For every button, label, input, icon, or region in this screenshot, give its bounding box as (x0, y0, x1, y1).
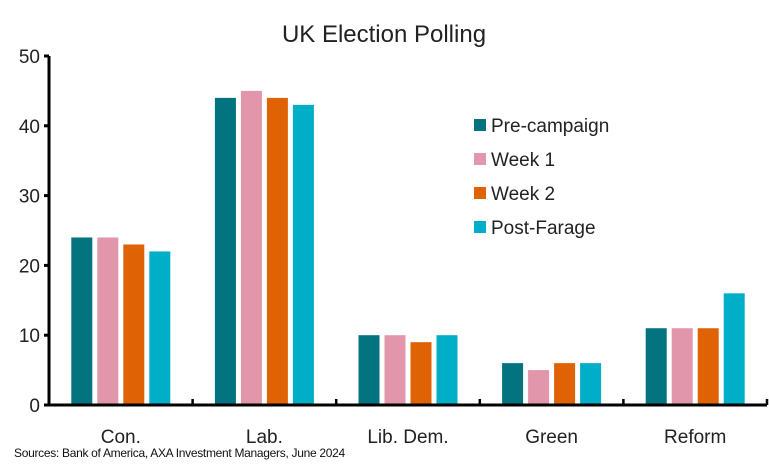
bar-week-2-lab (266, 97, 288, 404)
y-tick-label: 50 (19, 47, 40, 68)
bar-pre-campaign-reform (645, 328, 667, 404)
bar-week-1-green (528, 370, 550, 404)
y-tick-label: 30 (19, 187, 40, 208)
x-tick-label: Con. (101, 427, 141, 448)
bar-pre-campaign-green (502, 363, 524, 404)
legend-label: Post-Farage (491, 218, 596, 239)
bar-post-farage-reform (723, 293, 745, 404)
bar-week-1-reform (671, 328, 693, 404)
x-tick-label: Lab. (246, 427, 283, 448)
bar-post-farage-con (149, 251, 171, 404)
bar-post-farage-green (580, 363, 602, 404)
legend: Pre-campaign Week 1 Week 2 Post-Farage (474, 116, 609, 239)
bar-week-1-lab (240, 90, 262, 404)
bar-pre-campaign-con (71, 237, 93, 404)
bars (71, 90, 745, 404)
chart-title: UK Election Polling (282, 21, 486, 48)
x-tick-label: Reform (664, 427, 726, 448)
x-tick-label: Lib. Dem. (367, 427, 448, 448)
y-tick-label: 0 (29, 396, 40, 417)
legend-swatch (474, 187, 486, 199)
y-tick-label: 40 (19, 117, 40, 138)
bar-pre-campaign-lab (214, 97, 236, 404)
source-note: Sources: Bank of America, AXA Investment… (14, 446, 345, 460)
bar-week-2-con (123, 244, 145, 404)
legend-swatch (474, 119, 486, 131)
bar-week-2-lib-dem (410, 342, 432, 404)
y-axis: 0 10 20 30 40 50 (19, 47, 51, 417)
legend-label: Pre-campaign (491, 116, 609, 137)
y-tick-label: 20 (19, 256, 40, 277)
legend-label: Week 1 (491, 150, 555, 171)
bar-post-farage-lab (292, 104, 314, 404)
y-tick-label: 10 (19, 326, 40, 347)
legend-swatch (474, 221, 486, 233)
bar-week-1-lib-dem (384, 335, 406, 404)
legend-swatch (474, 153, 486, 165)
bar-post-farage-lib-dem (436, 335, 458, 404)
bar-week-2-reform (697, 328, 719, 404)
x-tick-label: Green (525, 427, 578, 448)
x-axis: Con. Lab. Lib. Dem. Green Reform (47, 399, 769, 448)
bar-week-2-green (554, 363, 576, 404)
legend-label: Week 2 (491, 184, 555, 205)
bar-pre-campaign-lib-dem (358, 335, 380, 404)
bar-week-1-con (97, 237, 119, 404)
